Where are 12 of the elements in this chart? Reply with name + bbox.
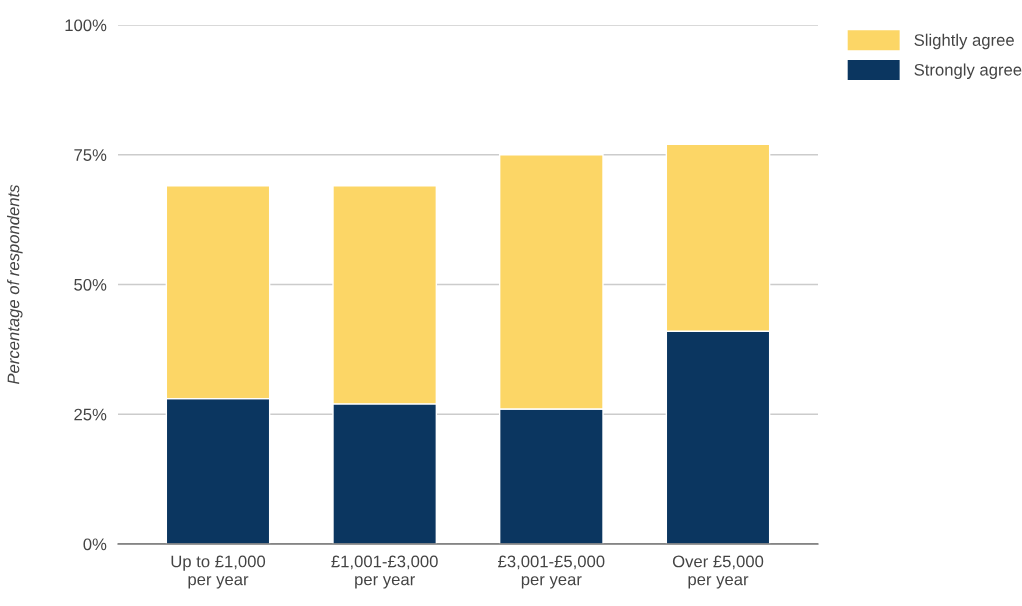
y-tick-label: 25%	[74, 408, 107, 421]
y-tick-label: 50%	[74, 278, 107, 291]
y-axis-title: Percentage of respondents	[7, 184, 23, 385]
legend-label: Slightly agree	[914, 33, 1014, 50]
legend-label: Strongly agree	[914, 63, 1022, 79]
x-tick-label: Up to £1,000 per year	[171, 555, 266, 589]
y-tick-label: 0%	[83, 538, 107, 551]
x-tick-label: Over £5,000 per year	[672, 555, 764, 589]
y-tick-label: 75%	[74, 149, 107, 161]
x-tick-label: £3,001-£5,000 per year	[498, 555, 605, 589]
x-tick-label: £1,001-£3,000 per year	[331, 555, 438, 589]
y-tick-label: 100%	[65, 19, 107, 32]
